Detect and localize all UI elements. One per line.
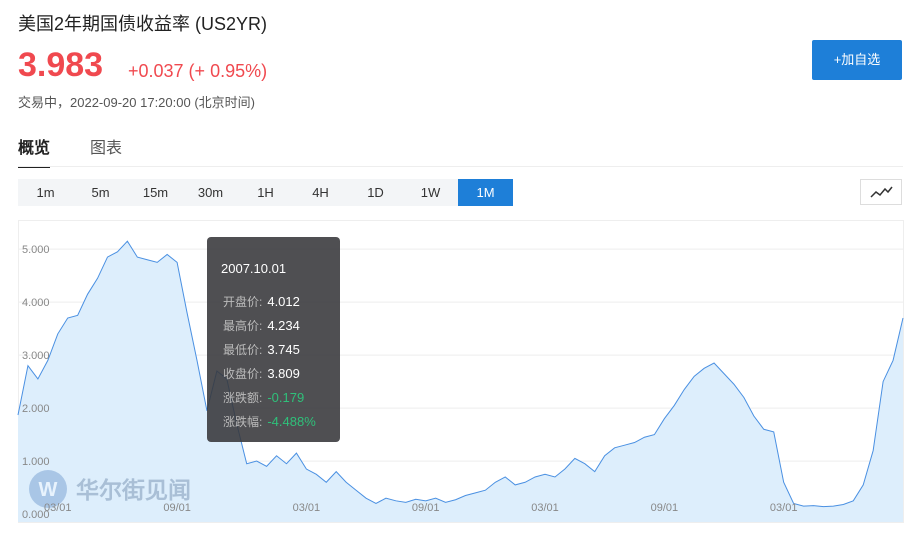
period-button[interactable]: 1W: [420, 185, 441, 200]
period-button[interactable]: 1D: [367, 185, 384, 200]
y-tick-label: 2.000: [22, 403, 50, 415]
tooltip-label: 涨跌额:: [223, 391, 263, 405]
tab[interactable]: 概览: [18, 134, 51, 168]
period-button[interactable]: 30m: [197, 185, 224, 200]
watermark-logo-letter: W: [39, 479, 58, 501]
tab[interactable]: 图表: [90, 140, 123, 157]
tooltip-label: 最高价:: [223, 319, 263, 333]
x-tick-label: 09/01: [412, 502, 440, 514]
period-button[interactable]: 15m: [142, 185, 169, 200]
tooltip-label: 最低价:: [223, 343, 263, 357]
period-button[interactable]: 5m: [91, 185, 110, 200]
tooltip-row: 开盘价: 4.012: [223, 293, 300, 310]
tooltip-value: 4.234: [267, 318, 300, 333]
watermark-text: 华尔街见闻: [76, 477, 191, 503]
tooltip: 2007.10.01 开盘价: 4.012 最高价: 4.234 最低价: 3.745 收盘…: [207, 237, 340, 442]
y-tick-label: 0.000: [22, 509, 50, 521]
period-bar: 1m 5m 15m 30m 1H 4H 1D 1W 1M: [18, 179, 513, 206]
tooltip-row: 最低价: 3.745: [223, 341, 300, 358]
status: 交易中，2022-09-20 17:20:00 (北京时间): [18, 95, 255, 110]
line: [17, 240, 904, 508]
divider: [18, 166, 903, 167]
tooltip-value: 3.745: [267, 342, 300, 357]
chart-icon: [870, 186, 893, 198]
y-tick-label: 1.000: [22, 456, 50, 468]
tooltip-value: 3.809: [267, 366, 300, 381]
y-tick-label: 3.000: [22, 350, 50, 362]
price-change: +0.037 (+ 0.95%): [128, 61, 268, 81]
tooltip-label: 涨跌幅:: [223, 415, 263, 429]
period-button[interactable]: 1m: [36, 185, 55, 200]
tooltip-label: 收盘价:: [223, 367, 263, 381]
period-button[interactable]: 4H: [312, 185, 329, 200]
y-tick-label: 4.000: [22, 297, 50, 309]
plot-frame: [18, 220, 904, 523]
tooltip-row: 收盘价: 3.809: [223, 365, 300, 382]
title: 美国2年期国债收益率 (US2YR): [18, 14, 268, 34]
x-tick-label: 09/01: [651, 502, 679, 514]
tooltip-value: 4.012: [267, 294, 300, 309]
area: [18, 241, 903, 522]
period-button[interactable]: 1H: [257, 185, 274, 200]
tooltip-row: 涨跌幅: -4.488%: [223, 413, 316, 430]
tooltip-date: 2007.10.01: [221, 261, 287, 276]
x-tick-label: 03/01: [770, 502, 798, 514]
tabs: 概览 图表: [18, 134, 122, 168]
tooltip-label: 开盘价:: [223, 295, 263, 309]
y-tick-label: 5.000: [22, 244, 50, 256]
chart-type-button[interactable]: [860, 179, 902, 205]
x-tick-label: 03/01: [44, 502, 72, 514]
period-button[interactable]: 1M: [458, 179, 513, 206]
tooltip-value: -4.488%: [267, 414, 316, 429]
watermark-logo: [29, 470, 67, 508]
watermark: W 华尔街见闻: [29, 470, 191, 508]
x-tick-label: 03/01: [531, 502, 559, 514]
tooltip-row: 最高价: 4.234: [223, 317, 300, 334]
tooltip-value: -0.179: [267, 390, 305, 405]
tooltip-row: 涨跌额: -0.179: [223, 389, 304, 406]
price: 3.983: [18, 46, 104, 84]
x-tick-label: 09/01: [163, 502, 191, 514]
add-watchlist-button[interactable]: +加自选: [812, 40, 902, 80]
x-tick-label: 03/01: [293, 502, 321, 514]
